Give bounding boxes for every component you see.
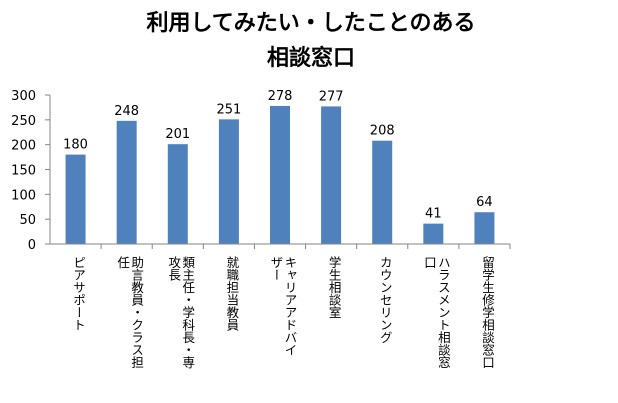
- x-category-label: ザー: [269, 256, 284, 281]
- bar: [423, 223, 444, 244]
- data-label: 64: [476, 195, 493, 210]
- x-category-label: 類主任・学科長・専: [180, 256, 195, 369]
- x-category-label: 攻長: [166, 256, 181, 281]
- y-tick-label: 100: [11, 188, 36, 203]
- bar: [372, 140, 393, 244]
- x-category-label: 就職担当教員: [224, 255, 239, 331]
- y-tick-label: 0: [28, 238, 36, 253]
- x-category-label: ハラスメント相談窓: [436, 256, 451, 369]
- data-label: 180: [63, 138, 88, 153]
- bar: [270, 105, 290, 244]
- bar: [116, 120, 137, 244]
- y-axis: 0 50 100 150 200 250 300: [11, 89, 51, 253]
- y-tick-label: 50: [19, 213, 36, 228]
- x-category-label: 助言教員・クラス担: [129, 256, 144, 369]
- data-label: 248: [114, 104, 139, 119]
- bar: [321, 106, 342, 244]
- bars: 180 248 201 251 278 277 208 41 64: [63, 89, 495, 244]
- data-label: 208: [370, 124, 395, 139]
- y-tick-label: 150: [11, 164, 36, 179]
- data-label: 278: [268, 89, 293, 104]
- chart-title-line-1: 利用してみたい・したことのある: [146, 11, 475, 36]
- x-category-label: 留学生修学相談窓口: [480, 256, 495, 369]
- data-label: 41: [425, 207, 442, 222]
- y-tick-label: 300: [11, 89, 36, 104]
- data-label: 251: [216, 102, 241, 117]
- x-category-label: カウンセリング: [378, 256, 393, 344]
- y-tick-label: 200: [11, 139, 36, 154]
- bar: [65, 154, 86, 244]
- x-category-label: ピアサポート: [71, 256, 86, 331]
- bar: [474, 212, 495, 244]
- x-category-label: キャリアアドバイ: [283, 256, 298, 356]
- data-label: 277: [319, 89, 344, 104]
- chart-title-line-2: 相談窓口: [267, 45, 355, 71]
- bar: [218, 119, 239, 244]
- x-category-label: 任: [115, 256, 130, 269]
- x-category-label: 学生相談室: [327, 255, 342, 319]
- y-tick-label: 250: [11, 114, 36, 129]
- x-category-label: 口: [422, 256, 437, 269]
- data-label: 201: [165, 127, 190, 142]
- bar: [167, 144, 188, 244]
